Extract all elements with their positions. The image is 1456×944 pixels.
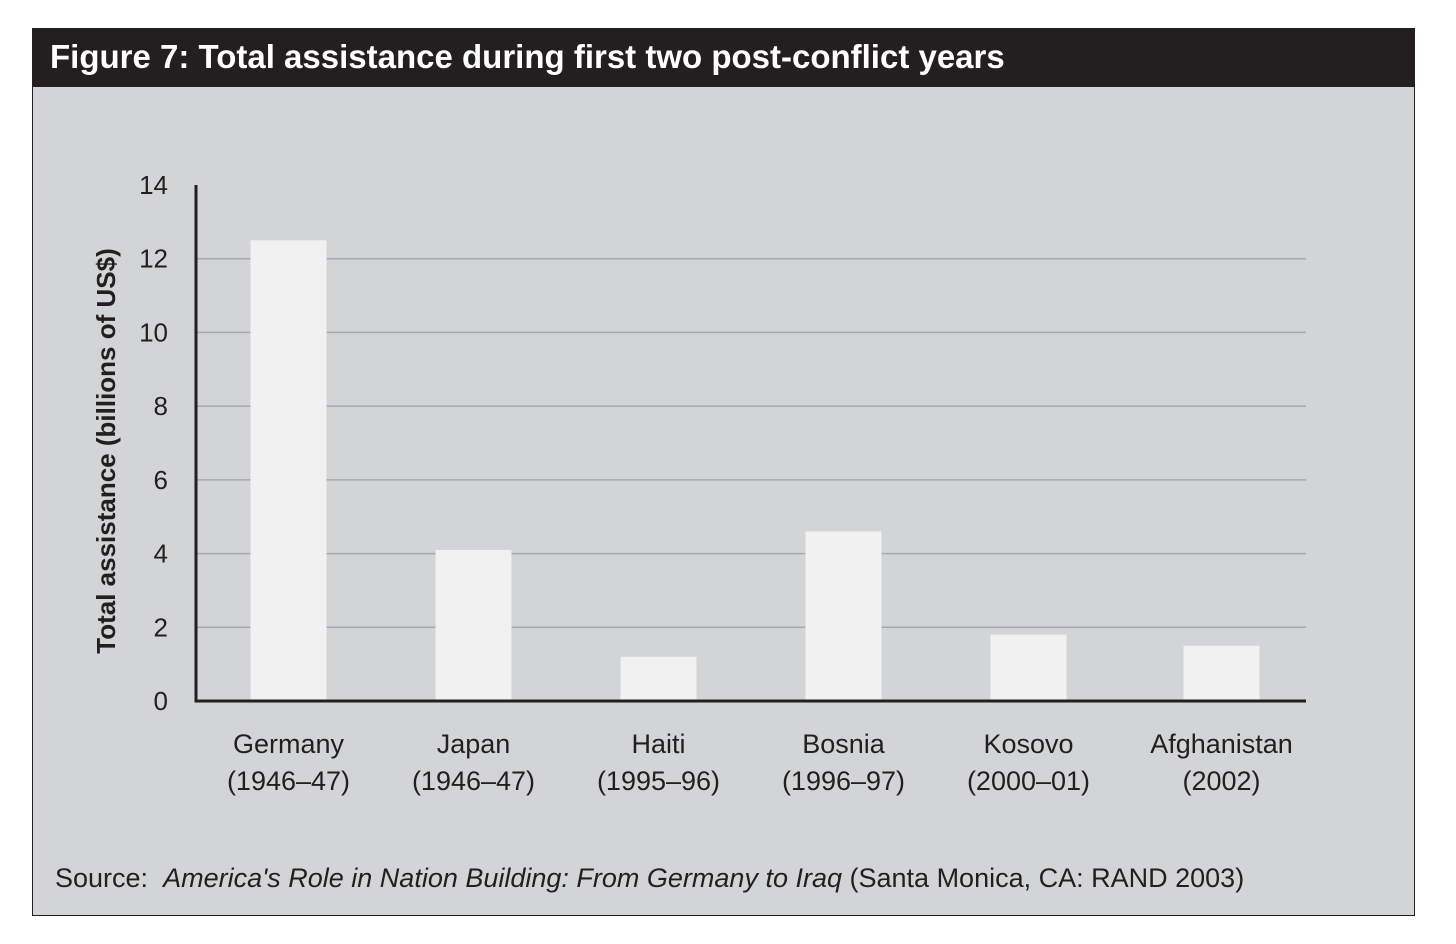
bar-germany <box>250 240 327 702</box>
y-tick-label: 6 <box>154 465 168 495</box>
x-tick-label: Japan <box>437 729 511 759</box>
bar-kosovo <box>990 634 1067 701</box>
bar-japan <box>435 549 512 701</box>
source-details: (Santa Monica, CA: RAND 2003) <box>849 863 1245 893</box>
bar-bosnia <box>805 531 882 701</box>
x-tick-period: (1995–96) <box>597 766 720 796</box>
bar-haiti <box>620 656 697 701</box>
source-note: Source: America's Role in Nation Buildin… <box>55 863 1244 894</box>
source-label: Source: <box>55 863 149 893</box>
source-title: America's Role in Nation Building: From … <box>163 863 842 893</box>
x-tick-period: (1946–47) <box>227 766 350 796</box>
y-tick-label: 8 <box>154 391 168 421</box>
y-tick-label: 4 <box>154 539 168 569</box>
x-tick-period: (2000–01) <box>967 766 1090 796</box>
figure-card: Figure 7: Total assistance during first … <box>32 28 1415 916</box>
x-tick-label: Haiti <box>631 729 685 759</box>
y-tick-label: 0 <box>154 686 168 716</box>
x-tick-period: (2002) <box>1182 766 1260 796</box>
y-tick-label: 14 <box>139 170 168 200</box>
bar-afghanistan <box>1183 645 1260 701</box>
y-axis-label: Total assistance (billions of US$) <box>91 248 121 654</box>
x-tick-period: (1996–97) <box>782 766 905 796</box>
x-tick-label: Afghanistan <box>1150 729 1293 759</box>
bar-chart: 0 2 4 6 8 10 12 14 Germany (1946–47) Japan (1946–47… <box>91 170 1306 796</box>
x-tick-label: Kosovo <box>983 729 1073 759</box>
x-tick-period: (1946–47) <box>412 766 535 796</box>
x-tick-label: Germany <box>233 729 345 759</box>
y-tick-label: 2 <box>154 612 168 642</box>
y-tick-label: 12 <box>139 244 168 274</box>
y-tick-label: 10 <box>139 317 168 347</box>
x-tick-label: Bosnia <box>802 729 886 759</box>
chart-title: Figure 7: Total assistance during first … <box>33 29 1414 87</box>
